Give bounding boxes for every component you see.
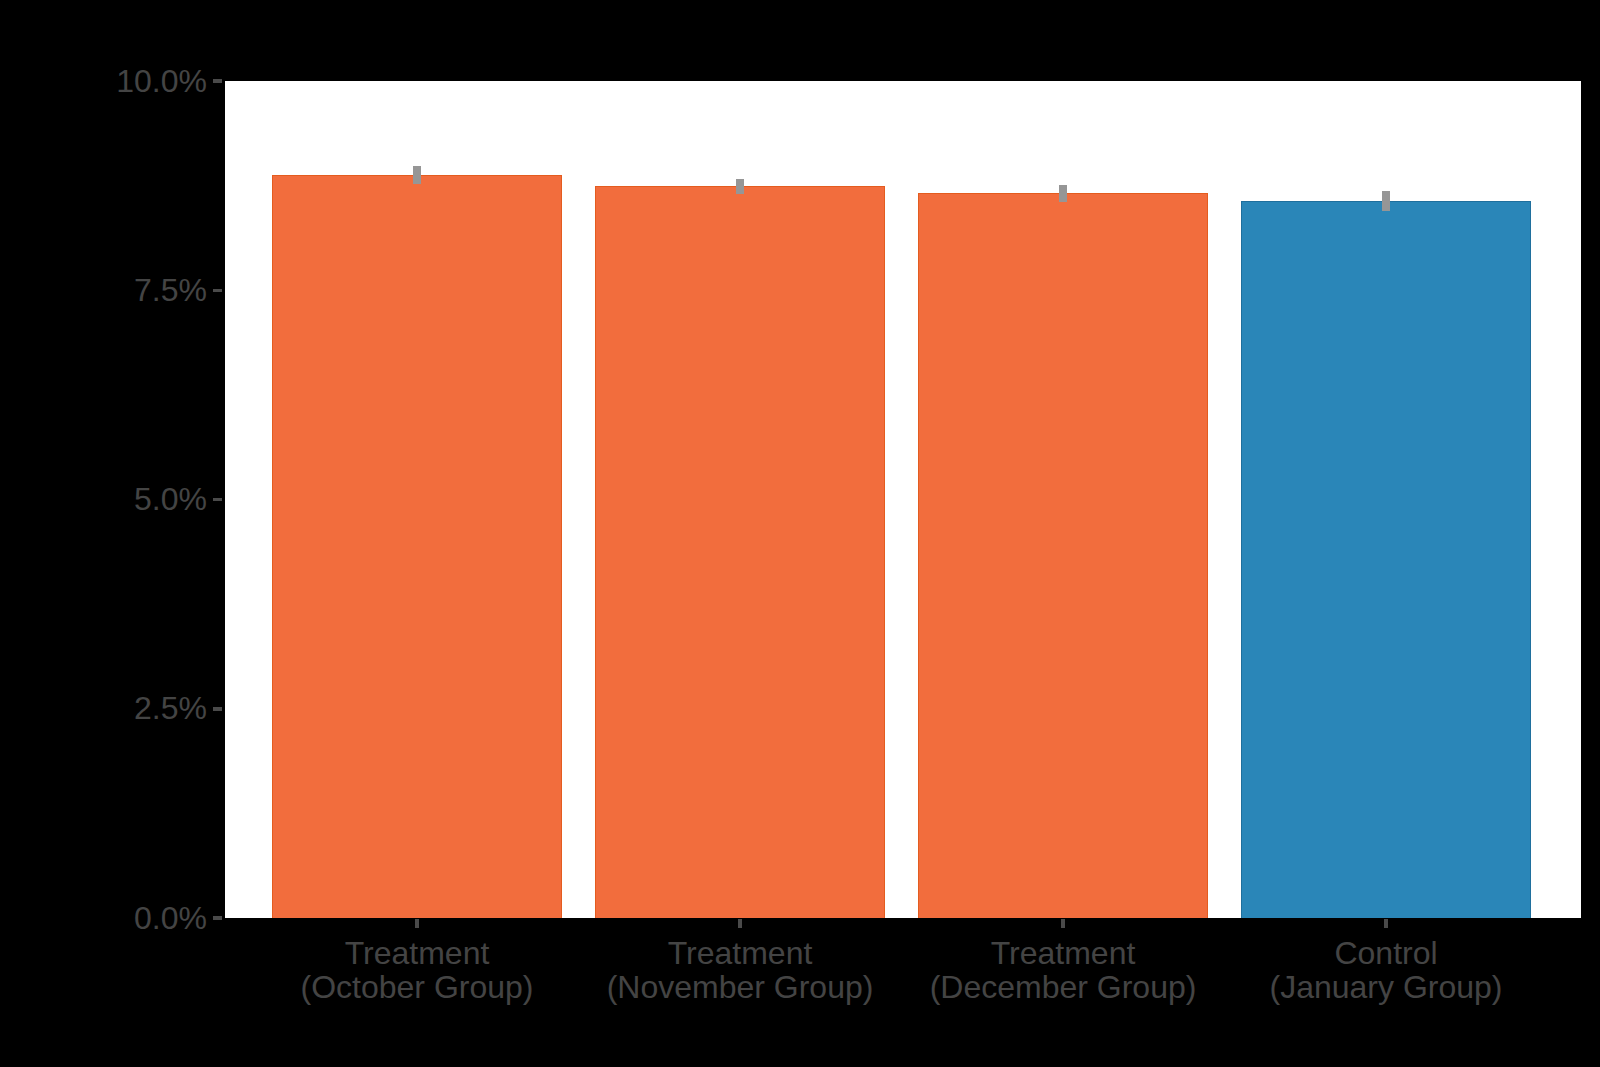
y-tick-mark <box>213 707 222 711</box>
bar-3[interactable] <box>918 193 1208 918</box>
y-tick-mark <box>213 289 222 293</box>
y-tick-mark <box>213 79 222 83</box>
bar-chart: 0.0%2.5%5.0%7.5%10.0%Treatment(October G… <box>0 0 1600 1067</box>
bar-2[interactable] <box>595 186 885 918</box>
x-tick-label: Control(January Group) <box>1136 936 1600 1004</box>
x-tick-mark <box>415 919 419 928</box>
x-tick-mark <box>738 919 742 928</box>
y-tick-label: 2.5% <box>87 692 207 725</box>
y-tick-label: 0.0% <box>87 902 207 935</box>
error-bar-3 <box>1059 185 1067 202</box>
x-tick-mark <box>1384 919 1388 928</box>
bar-1[interactable] <box>272 175 562 918</box>
bar-4[interactable] <box>1241 201 1531 918</box>
y-tick-label: 10.0% <box>87 65 207 98</box>
error-bar-1 <box>413 166 421 184</box>
y-tick-mark <box>213 498 222 502</box>
y-tick-label: 7.5% <box>87 274 207 307</box>
x-tick-mark <box>1061 919 1065 928</box>
y-tick-mark <box>213 916 222 920</box>
y-tick-label: 5.0% <box>87 483 207 516</box>
error-bar-4 <box>1382 191 1390 211</box>
error-bar-2 <box>736 179 744 194</box>
